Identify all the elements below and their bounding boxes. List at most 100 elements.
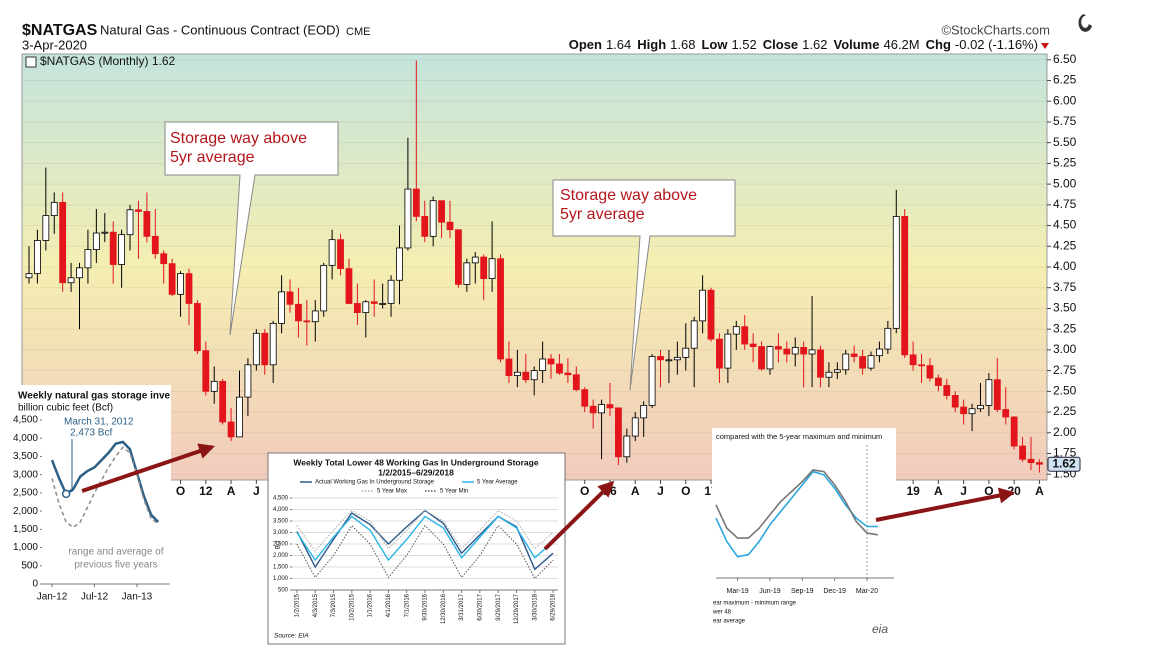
candle-body: [589, 405, 597, 414]
candle-body: [530, 370, 538, 381]
quote-value: 1.62: [802, 37, 827, 52]
y-tick-label: 3.50: [1053, 301, 1077, 315]
x-tick-label: J: [253, 484, 260, 498]
inset-y-tick-label: 1,000: [13, 542, 38, 553]
y-tick-label: 6.50: [1053, 52, 1077, 66]
candle-body: [556, 363, 563, 374]
inset-x-tick-label: 1/2/2015: [295, 593, 301, 617]
inset-point: [61, 489, 71, 499]
candle-body: [673, 356, 681, 361]
candle-body: [185, 273, 193, 304]
candle-body: [631, 417, 639, 437]
x-tick-label: O: [681, 484, 690, 498]
candle-body: [210, 380, 218, 392]
x-tick-label: A: [227, 484, 236, 498]
y-tick-label: 4.50: [1053, 218, 1077, 232]
candle-body: [429, 200, 437, 237]
inset-title: compared with the 5-year maximum and min…: [716, 432, 882, 441]
candle-body: [488, 258, 496, 280]
y-tick-label: 5.75: [1053, 114, 1077, 128]
candle-body: [724, 333, 732, 369]
inset-legend-label: 5 Year Average: [477, 480, 518, 486]
y-tick-label: 2.50: [1053, 383, 1077, 397]
source: ©StockCharts.com: [941, 22, 1050, 37]
arrow: [875, 487, 1016, 522]
candle-body: [446, 221, 454, 231]
point-label: 2,473 Bcf: [70, 428, 112, 439]
candle-body: [278, 291, 285, 324]
inset-x-tick-label: Jul-12: [81, 592, 109, 603]
inset-x-tick-label: 9/30/2016: [423, 593, 429, 620]
inset-x-tick-label: 7/3/2015: [331, 593, 337, 617]
candle-body: [244, 364, 252, 398]
candle-body: [362, 301, 370, 313]
candle-body: [825, 371, 833, 378]
candle-body: [143, 211, 151, 237]
inset-x-tick-label: Jan-13: [122, 592, 153, 603]
candle-body: [901, 216, 909, 356]
candle-body: [648, 356, 656, 406]
candle-body: [261, 332, 269, 366]
inset-x-tick-label: Mar-19: [726, 588, 748, 595]
candle-body: [951, 395, 959, 408]
inset-x-tick-label: Mar-20: [856, 588, 878, 595]
candle-body: [682, 347, 690, 358]
candle-body: [598, 404, 605, 414]
candle-body: [581, 389, 589, 407]
inset-y-tick-label: 1,000: [273, 576, 289, 582]
legend-name: $NATGAS (Monthly): [40, 54, 148, 68]
inset-line: [296, 515, 554, 562]
candle-body: [84, 249, 92, 269]
price-tag-label: 1.62: [1052, 456, 1076, 470]
x-tick-label: O: [984, 484, 993, 498]
quote-label: Open: [569, 37, 602, 52]
quote-value: 1.64: [606, 37, 631, 52]
y-tick-label: 5.25: [1053, 156, 1077, 170]
inset-y-tick-label: 1,500: [13, 524, 38, 535]
logo: eia: [872, 622, 888, 636]
candle-body: [328, 239, 336, 266]
x-tick-label: J: [960, 484, 967, 498]
point-label: March 31, 2012: [64, 417, 134, 428]
candle-body: [396, 247, 403, 281]
inset-line: [296, 509, 554, 552]
candle-body: [859, 356, 866, 369]
inset-y-tick-label: 4,000: [273, 507, 289, 513]
candle-body: [513, 371, 521, 376]
inset-storage-2012: Weekly natural gas storage inve billion …: [13, 385, 171, 607]
candle-body: [438, 200, 445, 223]
candle-body: [615, 407, 622, 458]
y-tick-label: 2.00: [1053, 425, 1077, 439]
arrow: [81, 443, 216, 493]
candle-body: [25, 273, 33, 279]
callout-text: Storage way above: [170, 130, 307, 147]
quote: Open 1.64 High 1.68 Low 1.52 Close 1.62 Volume 46…: [569, 37, 1038, 52]
y-tick-label: 5.00: [1053, 176, 1077, 190]
corner-icon: [1078, 14, 1092, 32]
callout-text: Storage way above: [560, 187, 697, 204]
candle-body: [707, 289, 715, 340]
inset-y-tick-label: 4,000: [13, 433, 38, 444]
inset-x-tick-label: 1/1/2016: [368, 593, 374, 617]
y-tick-label: 5.50: [1053, 135, 1077, 149]
y-tick-label: 3.25: [1053, 321, 1077, 335]
x-tick-label: 20: [1007, 484, 1021, 498]
y-tick-label: 2.25: [1053, 404, 1077, 418]
candle-body: [606, 404, 614, 409]
inset-y-tick-label: 2,000: [273, 553, 289, 559]
callout: Storage way above 5yr average: [552, 179, 736, 391]
x-tick-label: O: [176, 484, 185, 498]
candle-body: [337, 239, 344, 270]
candle-body: [168, 263, 176, 295]
legend-icon: [25, 56, 37, 68]
candle-body: [918, 364, 925, 367]
inset-subtitle: 1/2/2015–6/29/2018: [378, 467, 454, 477]
inset-y-tick-label: 0: [32, 579, 38, 590]
candle-body: [404, 188, 412, 249]
inset-y-tick-label: 2,500: [273, 542, 289, 548]
inset-line: [715, 469, 878, 539]
candle-body: [471, 256, 479, 264]
quote-value: 1.52: [731, 37, 756, 52]
candle-body: [665, 359, 673, 362]
date: 3-Apr-2020: [22, 37, 87, 52]
